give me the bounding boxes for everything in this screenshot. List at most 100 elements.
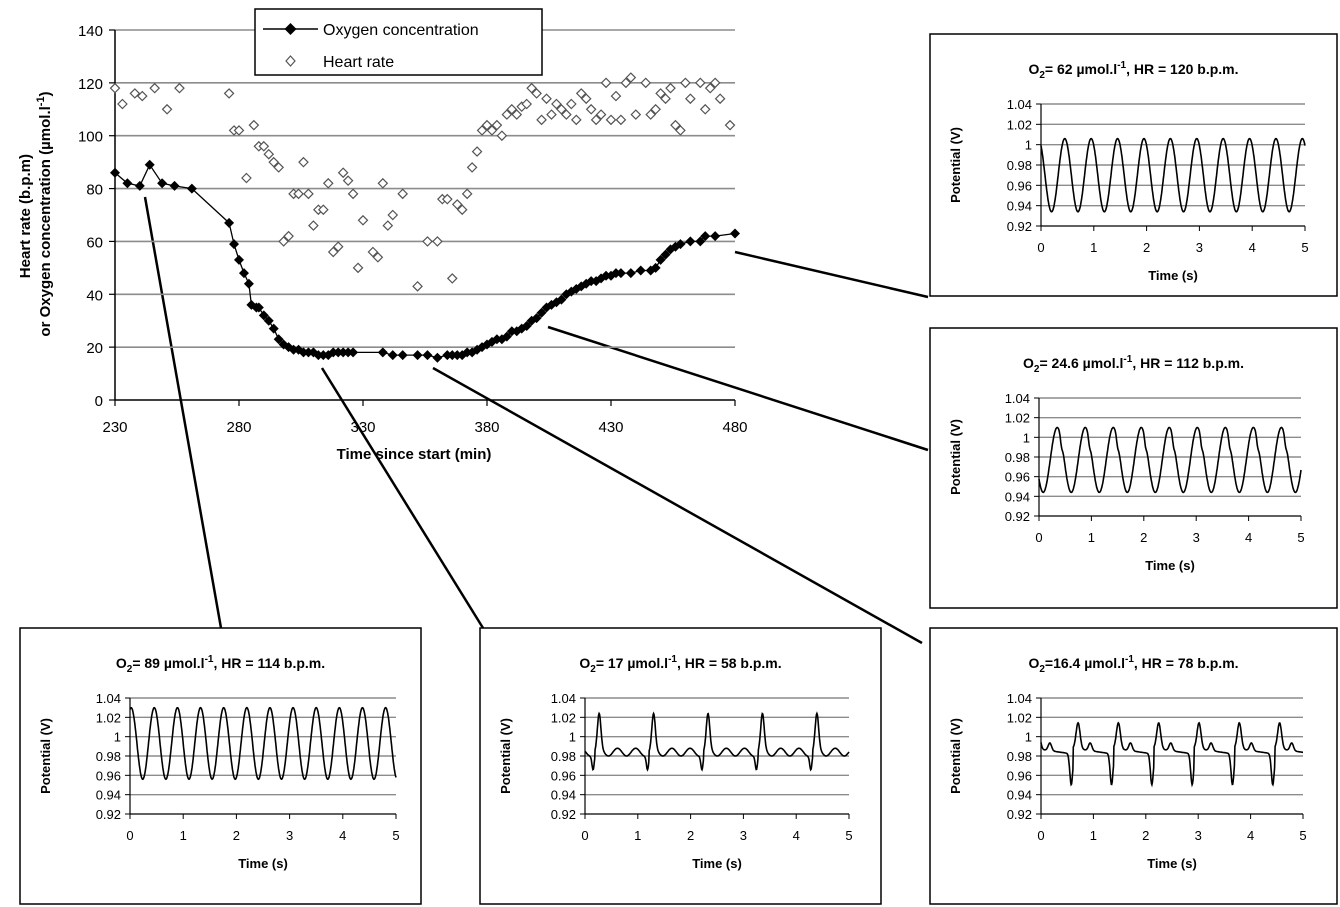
- main-y-axis-title-line2: or Oxygen concentration (µmol.l: [37, 106, 54, 336]
- oxygen-concentration-point: [186, 183, 197, 194]
- heart-rate-point: [580, 93, 592, 105]
- heart-rate-point: [332, 241, 344, 253]
- main-y-tick-label: 0: [95, 393, 103, 410]
- inset-border: [929, 627, 1338, 905]
- heart-rate-point: [551, 98, 562, 110]
- inset-x-tick-label: 5: [1301, 240, 1308, 255]
- heart-rate-point: [615, 114, 627, 126]
- heart-rate-point: [610, 90, 622, 102]
- heart-rate-point: [541, 93, 552, 105]
- heart-rate-point: [660, 93, 671, 105]
- connector-line: [320, 367, 485, 629]
- inset-title-title-sub: 2: [1039, 664, 1045, 675]
- inset-x-tick-label: 4: [1247, 828, 1254, 843]
- oxygen-concentration-point: [710, 231, 721, 242]
- inset-title-title-prefix: O: [1028, 655, 1039, 671]
- oxygen-concentration-point: [377, 347, 388, 358]
- heart-rate-point: [600, 77, 612, 89]
- heart-rate-point: [556, 103, 567, 115]
- inset-x-tick-label: 2: [1142, 828, 1149, 843]
- heart-rate-point: [476, 125, 488, 136]
- inset-x-axis-title: Time (s): [1145, 558, 1195, 573]
- inset-y-tick-label: 1: [1023, 430, 1030, 445]
- inset-x-tick-label: 2: [233, 828, 240, 843]
- legend-heart-rate-marker: [285, 55, 296, 67]
- heart-rate-point: [506, 103, 518, 115]
- main-y-tick-label: 60: [86, 234, 103, 251]
- inset-title-title-sup: -1: [205, 654, 214, 665]
- heart-rate-point: [241, 172, 252, 184]
- heart-rate-point: [233, 125, 245, 136]
- inset-y-tick-label: 0.94: [1007, 788, 1032, 803]
- inset-x-tick-label: 1: [634, 828, 641, 843]
- inset-y-tick-label: 0.96: [1007, 178, 1032, 193]
- oxygen-concentration-line: [114, 163, 736, 359]
- inset-y-tick-label: 1: [114, 730, 121, 745]
- main-gridlines: [115, 29, 735, 348]
- inset-title: O2= 89 µmol.l-1, HR = 114 b.p.m.: [116, 654, 325, 675]
- inset-x-tick-label: 3: [1193, 530, 1200, 545]
- oxygen-concentration-point: [556, 294, 567, 305]
- heart-rate-point: [670, 119, 681, 131]
- inset-x-tick-label: 2: [687, 828, 694, 843]
- inset-y-tick-label: 0.92: [1005, 509, 1030, 524]
- inset-x-axis-title: Time (s): [1148, 268, 1198, 283]
- inset-title-title-sub: 2: [1034, 364, 1040, 375]
- inset-x-tick-label: 2: [1140, 530, 1147, 545]
- oxygen-concentration-point: [536, 307, 547, 318]
- main-x-tick-label: 380: [474, 419, 499, 436]
- heart-rate-point: [665, 82, 676, 94]
- main-y-tick-labels: 0 20 40 60 80 100 120 140: [78, 23, 103, 410]
- inset-title-title-suffix: , HR = 120 b.p.m.: [1126, 61, 1238, 77]
- legend-oxygen-marker: [284, 23, 297, 35]
- oxygen-concentration-point: [243, 278, 254, 289]
- inset-title-title-mid: = 62 µmol.l: [1045, 61, 1117, 77]
- inset-y-tick-label: 0.92: [96, 807, 121, 822]
- heart-rate-point: [620, 77, 632, 89]
- inset-y-tick-label: 1: [1025, 730, 1032, 745]
- heart-rate-point: [308, 220, 319, 231]
- inset-title-title-suffix: , HR = 112 b.p.m.: [1132, 355, 1244, 371]
- oxygen-concentration-point: [695, 236, 706, 247]
- heart-rate-point: [273, 162, 285, 173]
- inset-y-tick-label: 0.98: [551, 749, 576, 764]
- heart-rate-point: [357, 214, 369, 226]
- oxygen-concentration-point: [122, 178, 133, 189]
- main-x-tick-label: 480: [722, 419, 747, 436]
- main-x-tick-label: 430: [598, 419, 623, 436]
- oxygen-concentration-point: [348, 347, 359, 358]
- heart-rate-point: [625, 72, 637, 83]
- heart-rate-point: [709, 77, 721, 89]
- heart-rate-point: [704, 82, 716, 94]
- inset-y-tick-label: 0.94: [1007, 199, 1032, 214]
- heart-rate-point: [471, 146, 483, 157]
- inset-x-tick-label: 5: [1297, 530, 1304, 545]
- inset-panel-o2-24-6: O2= 24.6 µmol.l-1, HR = 112 b.p.m. 0.92 0.…: [929, 327, 1338, 609]
- heart-rate-point: [136, 90, 148, 102]
- inset-x-axis-title: Time (s): [1147, 856, 1197, 871]
- heart-rate-point: [521, 98, 533, 110]
- connector-line: [432, 366, 923, 645]
- inset-x-tick-label: 3: [286, 828, 293, 843]
- inset-panel-o2-62: O2= 62 µmol.l-1, HR = 120 b.p.m.0.920.94…: [929, 33, 1338, 297]
- inset-waveform-line: [1040, 137, 1306, 213]
- oxygen-concentration-point: [268, 323, 279, 334]
- inset-title: O2= 24.6 µmol.l-1, HR = 112 b.p.m.: [1023, 354, 1244, 375]
- inset-title-title-sup: -1: [1123, 354, 1132, 365]
- inset-title-title-prefix: O: [116, 655, 127, 671]
- inset-y-tick-label: 0.92: [1007, 807, 1032, 822]
- inset-border: [479, 627, 882, 905]
- heart-rate-point: [117, 98, 128, 110]
- inset-waveform-line: [584, 711, 850, 772]
- oxygen-concentration-point: [625, 268, 636, 279]
- heart-rate-point: [575, 88, 587, 99]
- heart-rate-point: [461, 188, 473, 200]
- heart-rate-point: [377, 177, 389, 189]
- main-y-tick-label: 20: [86, 340, 103, 357]
- inset-y-tick-label: 0.96: [1005, 470, 1030, 485]
- oxygen-concentration-point: [263, 315, 274, 326]
- heart-rate-point: [446, 273, 458, 284]
- heart-rate-point: [694, 77, 706, 89]
- heart-rate-point: [546, 109, 557, 120]
- heart-rate-point: [412, 281, 423, 292]
